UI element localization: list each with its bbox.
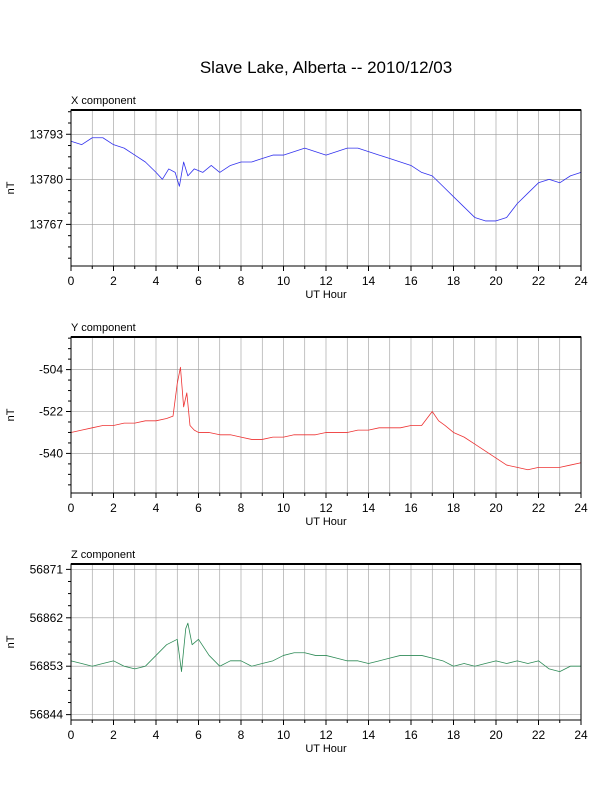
x-tick-label: 22 (532, 274, 546, 288)
x-tick-label: 2 (110, 274, 117, 288)
panel-title: X component (71, 95, 136, 107)
x-tick-label: 10 (277, 274, 291, 288)
y-tick-label: 56853 (30, 659, 64, 673)
x-tick-label: 0 (68, 501, 75, 515)
x-axis-label: UT Hour (305, 516, 347, 528)
x-tick-label: 14 (362, 274, 376, 288)
x-tick-label: 16 (404, 728, 418, 742)
x-tick-label: 16 (404, 274, 418, 288)
y-tick-label: -540 (39, 446, 63, 460)
x-tick-label: 18 (447, 274, 461, 288)
x-tick-label: 22 (532, 728, 546, 742)
x-tick-label: 0 (68, 274, 75, 288)
x-tick-label: 12 (319, 501, 333, 515)
x-tick-label: 2 (110, 501, 117, 515)
x-tick-label: 12 (319, 274, 333, 288)
x-tick-label: 8 (238, 501, 245, 515)
x-tick-label: 8 (238, 728, 245, 742)
x-tick-label: 14 (362, 728, 376, 742)
x-tick-label: 8 (238, 274, 245, 288)
y-tick-label: -522 (39, 405, 63, 419)
y-axis-label: nT (5, 181, 17, 194)
x-tick-label: 4 (153, 274, 160, 288)
x-tick-label: 22 (532, 501, 546, 515)
x-tick-label: 14 (362, 501, 376, 515)
x-tick-label: 6 (195, 501, 202, 515)
x-tick-label: 18 (447, 728, 461, 742)
x-tick-label: 2 (110, 728, 117, 742)
x-axis-label: UT Hour (305, 743, 347, 755)
x-tick-label: 6 (195, 728, 202, 742)
x-tick-label: 20 (489, 728, 503, 742)
series-line (70, 366, 582, 471)
y-tick-label: 56871 (30, 562, 64, 576)
page-title: Slave Lake, Alberta -- 2010/12/03 (199, 58, 453, 77)
x-tick-label: 10 (277, 728, 291, 742)
y-tick-label: 13767 (30, 217, 64, 231)
panel-title: Z component (71, 549, 135, 561)
x-tick-label: 4 (153, 501, 160, 515)
x-tick-label: 20 (489, 274, 503, 288)
y-tick-label: -504 (39, 363, 63, 377)
x-tick-label: 20 (489, 501, 503, 515)
y-tick-label: 56844 (30, 708, 64, 722)
y-axis-label: nT (5, 408, 17, 421)
x-tick-label: 6 (195, 274, 202, 288)
x-tick-label: 16 (404, 501, 418, 515)
y-tick-label: 56862 (30, 611, 64, 625)
x-tick-label: 4 (153, 728, 160, 742)
x-tick-label: 24 (574, 501, 588, 515)
y-tick-label: 13780 (30, 172, 64, 186)
series-line (70, 137, 582, 222)
x-axis-label: UT Hour (305, 289, 347, 301)
x-tick-label: 24 (574, 728, 588, 742)
x-tick-label: 18 (447, 501, 461, 515)
x-tick-label: 12 (319, 728, 333, 742)
y-tick-label: 13793 (30, 127, 64, 141)
series-line (70, 622, 581, 672)
panel-title: Y component (71, 322, 136, 334)
y-axis-label: nT (5, 635, 17, 648)
x-tick-label: 10 (277, 501, 291, 515)
x-tick-label: 0 (68, 728, 75, 742)
x-tick-label: 24 (574, 274, 588, 288)
